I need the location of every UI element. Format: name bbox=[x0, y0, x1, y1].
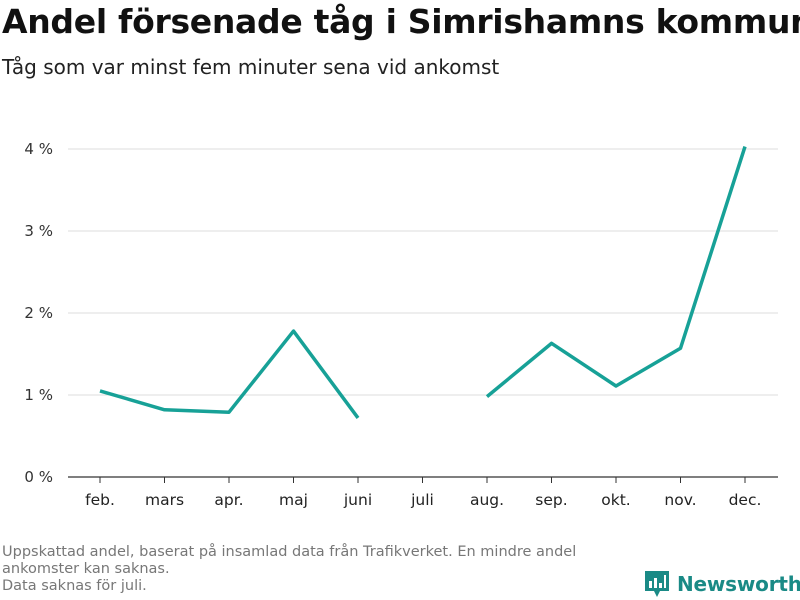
series-lines bbox=[99, 146, 747, 420]
y-tick-label: 4 % bbox=[24, 140, 53, 158]
x-tick-label: apr. bbox=[214, 491, 243, 509]
x-tick-label: juni bbox=[343, 491, 372, 509]
footnote-source: Uppskattad andel, baserat på insamlad da… bbox=[2, 544, 577, 577]
x-axis bbox=[68, 476, 778, 483]
x-tick-label: nov. bbox=[664, 491, 696, 509]
series-line-segment bbox=[99, 329, 360, 420]
y-tick-label: 3 % bbox=[24, 222, 53, 240]
y-tick-label: 2 % bbox=[24, 304, 53, 322]
line-chart: 0 % 1 % 2 % 3 % 4 % feb. mars apr. maj juni juli a… bbox=[24, 140, 778, 509]
x-tick-label: mars bbox=[145, 491, 184, 509]
x-tick-label: maj bbox=[279, 491, 308, 509]
series-line-segment bbox=[485, 146, 747, 398]
x-tick-label: dec. bbox=[729, 491, 762, 509]
footnote-missing-data: Data saknas för juli. bbox=[2, 578, 147, 594]
chart-subtitle: Tåg som var minst fem minuter sena vid a… bbox=[2, 55, 500, 79]
newsworthy-logo-icon bbox=[645, 571, 669, 597]
x-tick-label: okt. bbox=[601, 491, 630, 509]
y-tick-label: 1 % bbox=[24, 386, 53, 404]
gridlines bbox=[68, 148, 778, 396]
x-tick-label: feb. bbox=[85, 491, 115, 509]
chart-footnote: Uppskattad andel, baserat på insamlad da… bbox=[2, 544, 642, 595]
y-tick-label: 0 % bbox=[24, 468, 53, 486]
brand-name: Newsworthy bbox=[677, 572, 800, 596]
x-tick-label: juli bbox=[410, 491, 434, 509]
y-tick-labels: 0 % 1 % 2 % 3 % 4 % bbox=[24, 140, 53, 486]
brand-logo[interactable]: Newsworthy bbox=[643, 569, 800, 599]
x-tick-label: aug. bbox=[470, 491, 504, 509]
x-tick-labels: feb. mars apr. maj juni juli aug. sep. okt. nov. d… bbox=[85, 491, 761, 509]
chart-title: Andel försenade tåg i Simrishamns kommun bbox=[2, 2, 800, 41]
x-tick-label: sep. bbox=[535, 491, 567, 509]
